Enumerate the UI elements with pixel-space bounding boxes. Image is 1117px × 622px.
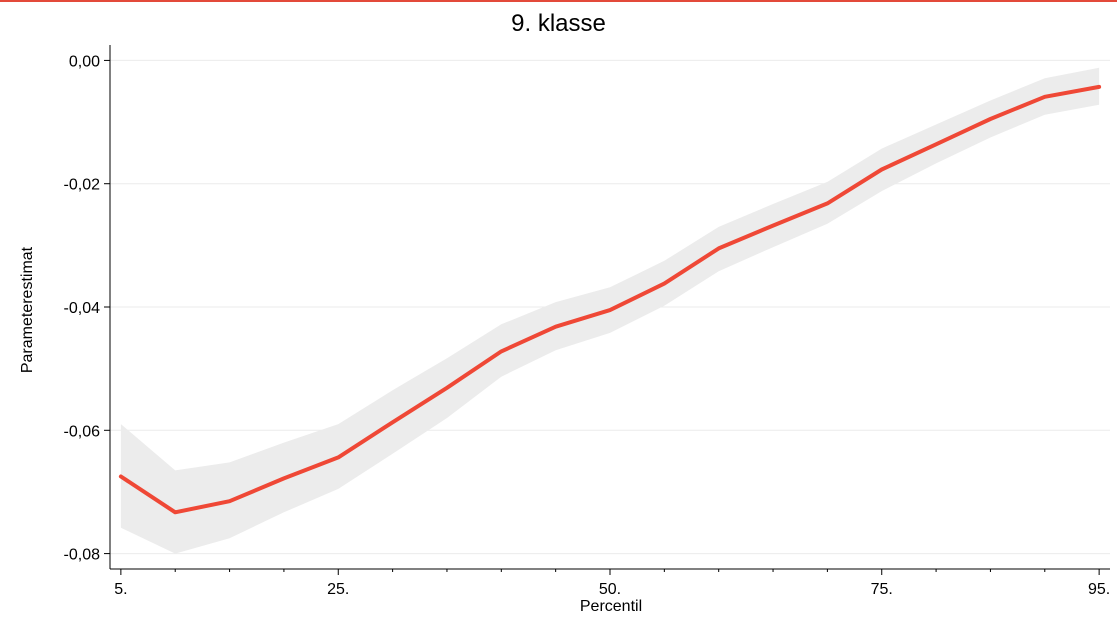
y-tick-label: -0,02 [64,177,101,194]
x-tick-label: 95. [1088,581,1110,598]
chart-title: 9. klasse [511,10,606,37]
y-tick-label: -0,04 [64,300,101,317]
x-tick-label: 50. [599,581,621,598]
x-tick-label: 25. [327,581,349,598]
x-tick-label: 75. [871,581,893,598]
series-line [118,84,1102,515]
y-tick-label: -0,08 [64,547,101,564]
x-axis-label: Percentil [579,598,643,615]
top-accent-rule [0,0,1117,2]
y-tick-label: -0,06 [64,423,101,440]
y-tick-label: 0,00 [69,53,100,70]
x-tick-label: 5. [114,581,127,598]
